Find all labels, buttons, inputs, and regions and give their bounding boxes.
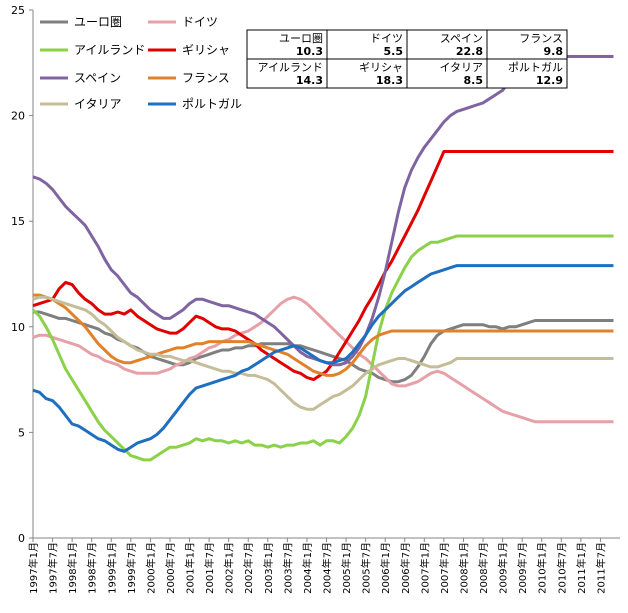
y-tick-label: 0 (18, 532, 25, 545)
series-line (32, 264, 614, 453)
x-tick-label: 1999年1月 (105, 542, 118, 594)
table-cell-label: ポルトガル (508, 61, 563, 74)
x-tick-label: 1998年7月 (86, 542, 99, 594)
table-cell-label: アイルランド (258, 61, 323, 74)
x-tick-label: 2003年1月 (262, 542, 275, 594)
x-tick-label: 2000年7月 (164, 542, 177, 594)
table-cell-value: 14.3 (296, 74, 323, 87)
x-tick-label: 2002年7月 (242, 542, 255, 594)
table-cell-label: ドイツ (370, 32, 403, 45)
y-tick-label: 20 (11, 110, 25, 123)
series-line (33, 293, 614, 377)
y-tick-label: 15 (11, 215, 25, 228)
table-cell-value: 8.5 (464, 74, 484, 87)
x-tick-label: 2002年1月 (223, 542, 236, 594)
y-tick-label: 10 (11, 321, 25, 334)
x-tick-label: 2003年7月 (281, 542, 294, 594)
x-tick-label: 2004年7月 (321, 542, 334, 594)
x-tick-label: 2010年1月 (536, 542, 549, 594)
x-tick-label: 2008年7月 (477, 542, 490, 594)
x-tick-label: 1997年7月 (47, 542, 60, 594)
series-line (31, 234, 614, 462)
legend-label: スペイン (74, 71, 121, 85)
legend-label: アイルランド (74, 43, 145, 57)
x-tick-label: 2009年7月 (516, 542, 529, 594)
x-tick-label: 2011年1月 (575, 542, 588, 594)
table-cell-label: ギリシャ (359, 61, 403, 74)
table-cell-value: 10.3 (296, 45, 323, 58)
legend-label: ユーロ圏 (74, 15, 122, 29)
x-tick-label: 2005年7月 (360, 542, 373, 594)
table-cell-value: 18.3 (376, 74, 403, 87)
x-tick-label: 2007年1月 (418, 542, 431, 594)
series-line (32, 295, 614, 424)
y-tick-label: 25 (11, 4, 25, 17)
x-tick-label: 2001年1月 (184, 542, 197, 594)
x-tick-label: 1999年7月 (125, 542, 138, 594)
x-tick-label: 2004年1月 (301, 542, 314, 594)
x-axis: 1997年1月 1997年7月 1998年1月 1998年7月 1999年1月 1999年… (27, 537, 620, 594)
series-line (32, 295, 614, 411)
x-tick-label: 2009年1月 (497, 542, 510, 594)
table-cell-value: 5.5 (384, 45, 404, 58)
table-cell-label: フランス (519, 32, 563, 45)
table-cell-value: 9.8 (544, 45, 564, 58)
y-axis: 0 5 10 15 20 25 (11, 4, 34, 545)
x-tick-label: 2000年1月 (144, 542, 157, 594)
x-tick-label: 2010年7月 (555, 542, 568, 594)
legend-label: イタリア (74, 97, 122, 111)
table-cell-value: 22.8 (456, 45, 483, 58)
x-tick-label: 2006年1月 (379, 542, 392, 594)
table-cell-label: スペイン (440, 32, 483, 45)
table-cell-value: 12.9 (536, 74, 563, 87)
x-tick-label: 2008年1月 (457, 542, 470, 594)
x-tick-label: 2007年7月 (438, 542, 451, 594)
legend-label: フランス (182, 71, 230, 85)
x-tick-label: 2011年7月 (594, 542, 607, 594)
x-tick-label: 1997年1月 (27, 542, 40, 594)
series-line (33, 310, 614, 384)
legend-label: ドイツ (182, 15, 218, 29)
x-tick-label: 2001年7月 (203, 542, 216, 594)
legend-label: ポルトガル (182, 97, 242, 111)
series-lines (31, 55, 614, 462)
x-tick-label: 2006年7月 (399, 542, 412, 594)
y-tick-label: 5 (18, 426, 25, 439)
x-tick-label: 1998年1月 (66, 542, 79, 594)
table-cell-label: ユーロ圏 (279, 32, 323, 45)
table-cell-label: イタリア (439, 61, 483, 74)
x-tick-label: 2005年1月 (340, 542, 353, 594)
legend-label: ギリシャ (182, 43, 230, 57)
